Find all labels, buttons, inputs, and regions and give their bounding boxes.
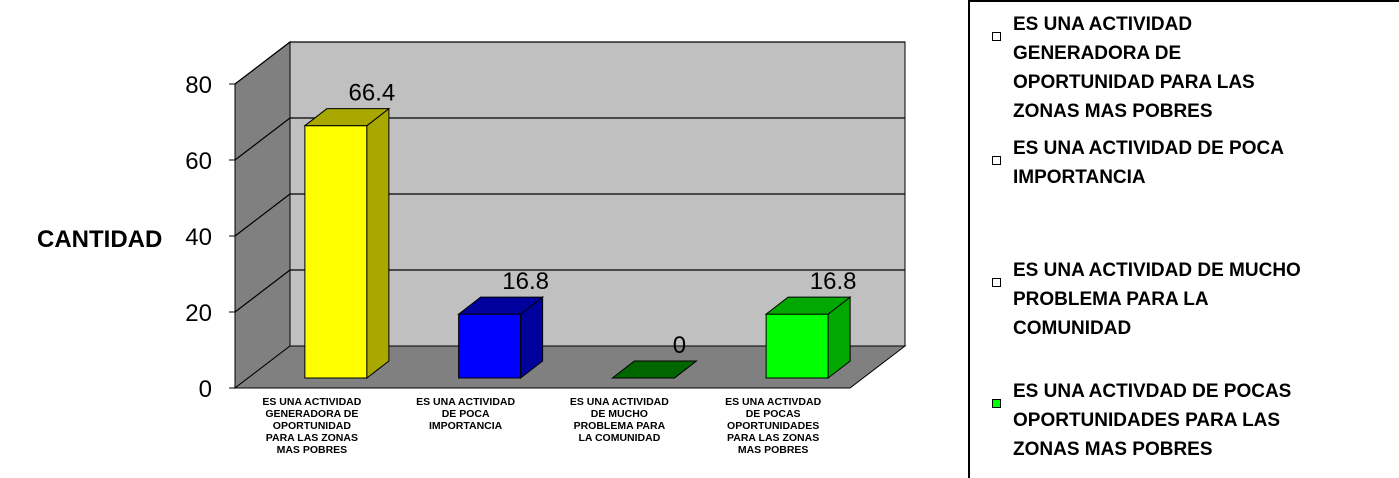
y-axis-title: CANTIDAD [37, 226, 162, 253]
data-label: 16.8 [810, 268, 857, 295]
floor [233, 345, 907, 389]
y-tick-label: 60 [185, 148, 212, 175]
bar [303, 107, 391, 380]
bar-top [610, 360, 698, 379]
legend-label: ES UNA ACTIVDAD DE POCAS OPORTUNIDADES PA… [1013, 381, 1292, 460]
gridlines [234, 41, 905, 313]
data-label: 0 [673, 332, 686, 359]
data-label: 66.4 [349, 80, 396, 107]
legend-swatch [992, 278, 1001, 287]
bar-top [303, 108, 391, 127]
legend-swatch [992, 399, 1001, 408]
gridline [234, 117, 905, 161]
bar-side [366, 107, 390, 380]
data-labels: 66.4 16.8 0 16.8 [349, 80, 857, 359]
y-tick-label: 40 [185, 224, 212, 251]
legend-label: ES UNA ACTIVIDAD DE POCA IMPORTANCIA [1013, 138, 1284, 188]
bar [764, 296, 852, 380]
y-tick-label: 0 [199, 376, 212, 403]
bar-top [764, 296, 852, 315]
x-category-label: ES UNA ACTIVDAD DE POCAS OPORTUNIDADES PARA… [725, 396, 821, 456]
legend-swatch [992, 156, 1001, 165]
data-label: 16.8 [502, 268, 549, 295]
bar-chart: 0 20 40 60 80 66.4 16.8 0 16.8 ES UNA ACTIVIDAD… [37, 40, 907, 456]
y-tick-label: 20 [185, 300, 212, 327]
bar-front [765, 313, 829, 379]
bar-front [304, 125, 368, 379]
gridline [234, 193, 905, 237]
x-category-label: ES UNA ACTIVIDAD GENERADORA DE OPORTUNIDAD… [262, 396, 361, 456]
x-category-label: ES UNA ACTIVIDAD DE MUCHO PROBLEMA PARA LA … [570, 396, 669, 444]
bar-top [457, 296, 545, 315]
category-labels: ES UNA ACTIVIDAD GENERADORA DE OPORTUNIDAD… [262, 396, 821, 456]
legend-label: ES UNA ACTIVIDAD GENERADORA DE OPORTUNIDAD… [1013, 14, 1255, 122]
bar [610, 360, 698, 379]
bar-front [458, 313, 522, 379]
y-axis: 0 20 40 60 80 [185, 72, 236, 403]
gridline [234, 269, 905, 313]
y-tick-label: 80 [185, 72, 212, 99]
bars [303, 107, 852, 380]
legend: ES UNA ACTIVIDAD GENERADORA DE OPORTUNIDAD… [968, 0, 1399, 478]
legend-label: ES UNA ACTIVIDAD DE MUCHO PROBLEMA PARA L… [1013, 260, 1301, 339]
legend-swatch [992, 32, 1001, 41]
bar [457, 296, 545, 380]
gridline [234, 41, 905, 85]
x-category-label: ES UNA ACTIVIDAD DE POCA IMPORTANCIA [416, 396, 515, 432]
